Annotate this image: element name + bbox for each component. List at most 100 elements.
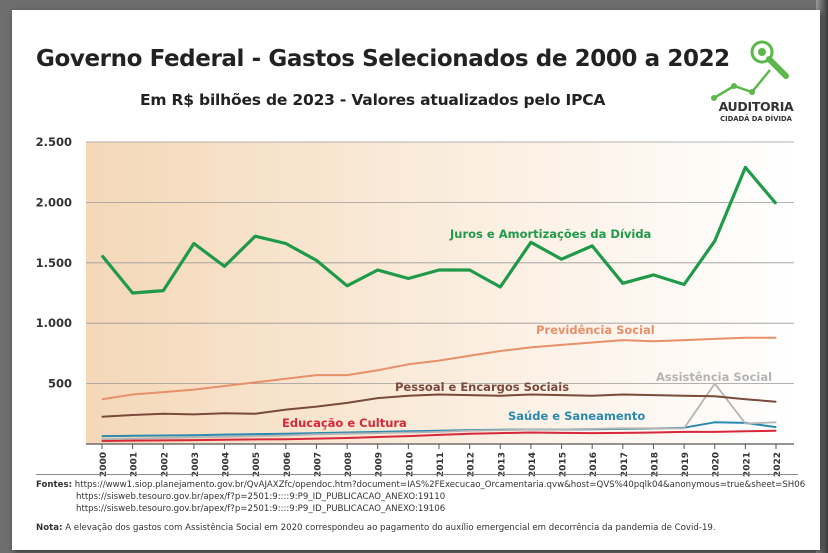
- point-pessoal: [254, 413, 256, 415]
- point-juros: [714, 240, 716, 242]
- point-assistencia: [315, 433, 318, 435]
- x-tick-label: 2003: [191, 452, 201, 477]
- y-tick-label: 1.500: [36, 256, 72, 270]
- point-educacao: [469, 433, 471, 435]
- x-tick-label: 2014: [528, 452, 538, 477]
- point-saude: [132, 435, 134, 437]
- point-educacao: [377, 436, 379, 438]
- point-juros: [683, 283, 685, 286]
- point-juros: [469, 269, 471, 271]
- point-previdencia: [469, 355, 471, 357]
- point-educacao: [162, 439, 164, 441]
- x-tick-label: 2020: [712, 452, 722, 477]
- footer-divider: [36, 474, 798, 475]
- point-assistencia: [377, 432, 379, 434]
- point-assistencia: [407, 431, 409, 434]
- point-juros: [499, 286, 501, 288]
- y-tick-label: 2.000: [36, 195, 72, 209]
- point-previdencia: [499, 350, 501, 352]
- point-previdencia: [315, 374, 318, 376]
- point-juros: [591, 245, 593, 247]
- point-educacao: [530, 431, 532, 434]
- point-assistencia: [683, 427, 685, 429]
- point-previdencia: [132, 393, 134, 396]
- point-assistencia: [438, 431, 440, 433]
- point-previdencia: [683, 339, 685, 341]
- point-educacao: [652, 431, 655, 434]
- point-educacao: [744, 430, 746, 432]
- point-assistencia: [132, 437, 134, 440]
- chart-title: Governo Federal - Gastos Selecionados de…: [36, 46, 730, 72]
- point-educacao: [560, 432, 563, 434]
- point-previdencia: [714, 338, 716, 340]
- point-previdencia: [193, 389, 195, 391]
- note-label: Nota:: [36, 523, 63, 533]
- x-tick-label: 2010: [405, 452, 415, 477]
- point-juros: [101, 254, 103, 257]
- point-juros: [193, 242, 195, 245]
- point-pessoal: [652, 394, 655, 396]
- point-previdencia: [560, 344, 563, 346]
- sources-label: Fontes:: [36, 480, 73, 490]
- y-axis-ticks: 500 1.000 1.500 2.000 2.500: [36, 135, 72, 391]
- point-pessoal: [469, 394, 471, 396]
- point-juros: [285, 242, 287, 245]
- point-educacao: [315, 437, 318, 440]
- point-assistencia: [530, 428, 532, 431]
- point-pessoal: [223, 412, 226, 414]
- auditoria-logo-icon: [711, 40, 789, 101]
- point-pessoal: [714, 395, 716, 397]
- logo-dot: [711, 95, 717, 101]
- x-tick-label: 2009: [375, 452, 385, 477]
- point-assistencia: [193, 436, 195, 438]
- logo-dot: [731, 83, 737, 89]
- label-saude: Saúde e Saneamento: [508, 409, 645, 423]
- x-tick-label: 2011: [436, 452, 446, 477]
- x-tick-label: 2021: [742, 452, 752, 477]
- point-saude: [193, 434, 195, 436]
- point-educacao: [254, 438, 256, 441]
- x-tick-label: 2007: [313, 452, 323, 477]
- source-link-2[interactable]: https://sisweb.tesouro.gov.br/apex/f?p=2…: [76, 492, 446, 502]
- point-pessoal: [193, 413, 195, 416]
- point-assistencia: [775, 421, 777, 423]
- point-assistencia: [622, 427, 624, 429]
- point-saude: [223, 433, 226, 436]
- point-pessoal: [744, 398, 746, 400]
- point-juros: [775, 203, 777, 205]
- point-assistencia: [499, 429, 501, 431]
- point-educacao: [499, 432, 501, 434]
- point-educacao: [285, 438, 287, 440]
- chart-subtitle: Em R$ bilhões de 2023 - Valores atualiza…: [140, 91, 606, 109]
- source-link-3[interactable]: https://sisweb.tesouro.gov.br/apex/f?p=2…: [76, 504, 446, 514]
- label-assistencia: Assistência Social: [656, 370, 772, 384]
- point-educacao: [193, 439, 195, 441]
- point-juros: [223, 265, 226, 268]
- x-tick-label: 2018: [650, 452, 660, 477]
- label-pessoal: Pessoal e Encargos Sociais: [395, 380, 569, 394]
- point-pessoal: [438, 393, 440, 396]
- point-juros: [622, 282, 624, 284]
- point-educacao: [714, 431, 716, 433]
- point-previdencia: [101, 398, 103, 400]
- point-pessoal: [591, 395, 593, 397]
- point-educacao: [775, 430, 777, 432]
- point-pessoal: [346, 402, 348, 404]
- x-tick-label: 2017: [620, 452, 630, 477]
- source-link-1[interactable]: https://www1.siop.planejamento.gov.br/Qv…: [74, 480, 806, 490]
- point-pessoal: [162, 413, 164, 415]
- x-tick-label: 2015: [559, 452, 569, 477]
- point-assistencia: [652, 427, 655, 429]
- point-previdencia: [591, 341, 593, 344]
- point-previdencia: [652, 340, 655, 342]
- x-tick-label: 2004: [222, 452, 232, 477]
- point-juros: [346, 285, 348, 287]
- logo-magnifier-lens: [750, 40, 774, 64]
- logo-tagline: CIDADÃ DA DÍVIDA: [720, 115, 792, 123]
- point-saude: [254, 433, 256, 435]
- point-juros: [744, 166, 746, 168]
- point-educacao: [346, 437, 348, 439]
- logo-magnifier-center: [758, 48, 766, 56]
- point-juros: [438, 269, 440, 271]
